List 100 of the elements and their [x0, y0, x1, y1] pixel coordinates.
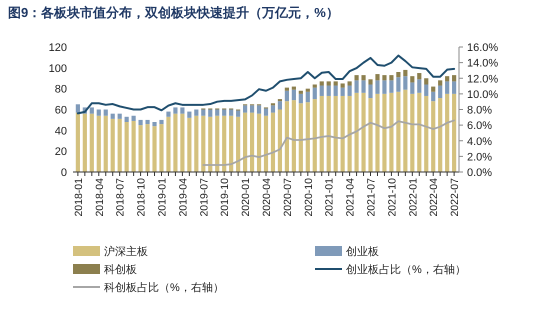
- x-tick-label: 2020-01: [240, 178, 252, 217]
- legend-label: 沪深主板: [104, 245, 148, 258]
- bar: [104, 116, 108, 172]
- bar: [306, 102, 310, 172]
- bar: [118, 118, 122, 172]
- y-tick-label: 40: [54, 125, 67, 138]
- bar: [298, 94, 303, 104]
- bar: [410, 82, 414, 94]
- y-tick-label: 100: [48, 62, 67, 75]
- bar: [431, 92, 436, 102]
- bar: [334, 96, 338, 172]
- bar: [278, 110, 282, 172]
- bar: [187, 112, 192, 118]
- bar: [354, 75, 359, 80]
- bar: [236, 116, 240, 172]
- bar: [334, 86, 338, 96]
- x-tick-label: 2019-01: [156, 178, 168, 217]
- bar: [152, 122, 157, 126]
- bar: [76, 104, 80, 113]
- bar: [375, 94, 380, 172]
- bar: [382, 75, 387, 80]
- y2-tick-label: 2.0%: [467, 151, 492, 164]
- bar: [348, 81, 352, 86]
- bar: [278, 101, 282, 110]
- x-tick-label: 2018-10: [136, 178, 148, 217]
- bar: [403, 76, 408, 90]
- bar: [201, 110, 206, 116]
- bar: [292, 86, 296, 90]
- bar: [194, 110, 198, 116]
- x-tick-label: 2020-04: [261, 178, 273, 217]
- bar: [389, 75, 394, 80]
- chart-title: 图9：各板块市值分布，双创板块快速提升（万亿元，%）: [8, 5, 339, 20]
- bar: [340, 83, 345, 88]
- y2-tick-label: 0.0%: [467, 167, 492, 179]
- bar: [284, 90, 289, 102]
- bar: [124, 122, 129, 172]
- bar: [152, 126, 157, 172]
- bar: [90, 107, 94, 114]
- bar: [417, 92, 422, 172]
- x-tick-label: 2018-04: [94, 178, 106, 217]
- bar: [229, 110, 234, 116]
- bar: [375, 74, 380, 80]
- x-tick-label: 2019-07: [198, 178, 210, 217]
- y2-tick-label: 10.0%: [467, 88, 498, 101]
- bar: [201, 116, 206, 172]
- bar: [159, 124, 164, 172]
- bar: [215, 116, 220, 172]
- bar: [445, 76, 450, 82]
- bar: [375, 80, 380, 94]
- x-tick-label: 2021-07: [366, 178, 378, 217]
- bar: [124, 116, 129, 122]
- bar: [222, 110, 226, 116]
- bar: [417, 73, 422, 80]
- y-tick-label: 0: [60, 167, 67, 179]
- bar: [187, 118, 192, 172]
- bar: [382, 80, 387, 94]
- bar: [424, 84, 428, 96]
- bar: [243, 105, 248, 113]
- y2-tick-label: 16.0%: [467, 42, 498, 54]
- bar: [312, 99, 317, 172]
- bar: [166, 116, 171, 172]
- bar: [312, 88, 317, 100]
- bar: [368, 79, 373, 84]
- bar: [452, 94, 456, 172]
- bar: [236, 110, 240, 117]
- bar: [250, 105, 254, 113]
- bar: [368, 98, 373, 172]
- bar: [138, 120, 143, 126]
- legend-label: 创业板: [346, 245, 379, 258]
- bar: [445, 94, 450, 172]
- bar: [270, 105, 276, 113]
- x-tick-label: 2020-10: [302, 178, 315, 217]
- bar: [410, 94, 414, 172]
- bar: [270, 112, 276, 172]
- bar: [229, 116, 234, 172]
- x-tick-label: 2021-01: [324, 178, 336, 217]
- bar: [166, 112, 171, 117]
- bar: [243, 112, 248, 172]
- bar: [389, 80, 394, 93]
- bar: [452, 75, 456, 82]
- bar: [264, 108, 268, 116]
- x-tick-label: 2022-04: [428, 178, 440, 217]
- bar: [104, 110, 108, 116]
- legend-label: 科创板: [104, 264, 137, 276]
- bar: [403, 70, 408, 76]
- bar: [173, 107, 178, 114]
- bar: [340, 96, 345, 172]
- bar: [452, 81, 456, 94]
- bar: [145, 120, 150, 124]
- bar: [382, 94, 387, 172]
- y2-tick-label: 8.0%: [467, 104, 492, 116]
- bar: [396, 77, 400, 92]
- bar: [320, 96, 324, 172]
- y-tick-label: 80: [54, 84, 67, 96]
- bar: [354, 80, 359, 93]
- bar: [215, 110, 220, 116]
- bar: [403, 90, 408, 172]
- bar: [438, 98, 442, 172]
- bar: [396, 72, 400, 78]
- y2-tick-label: 4.0%: [467, 136, 492, 148]
